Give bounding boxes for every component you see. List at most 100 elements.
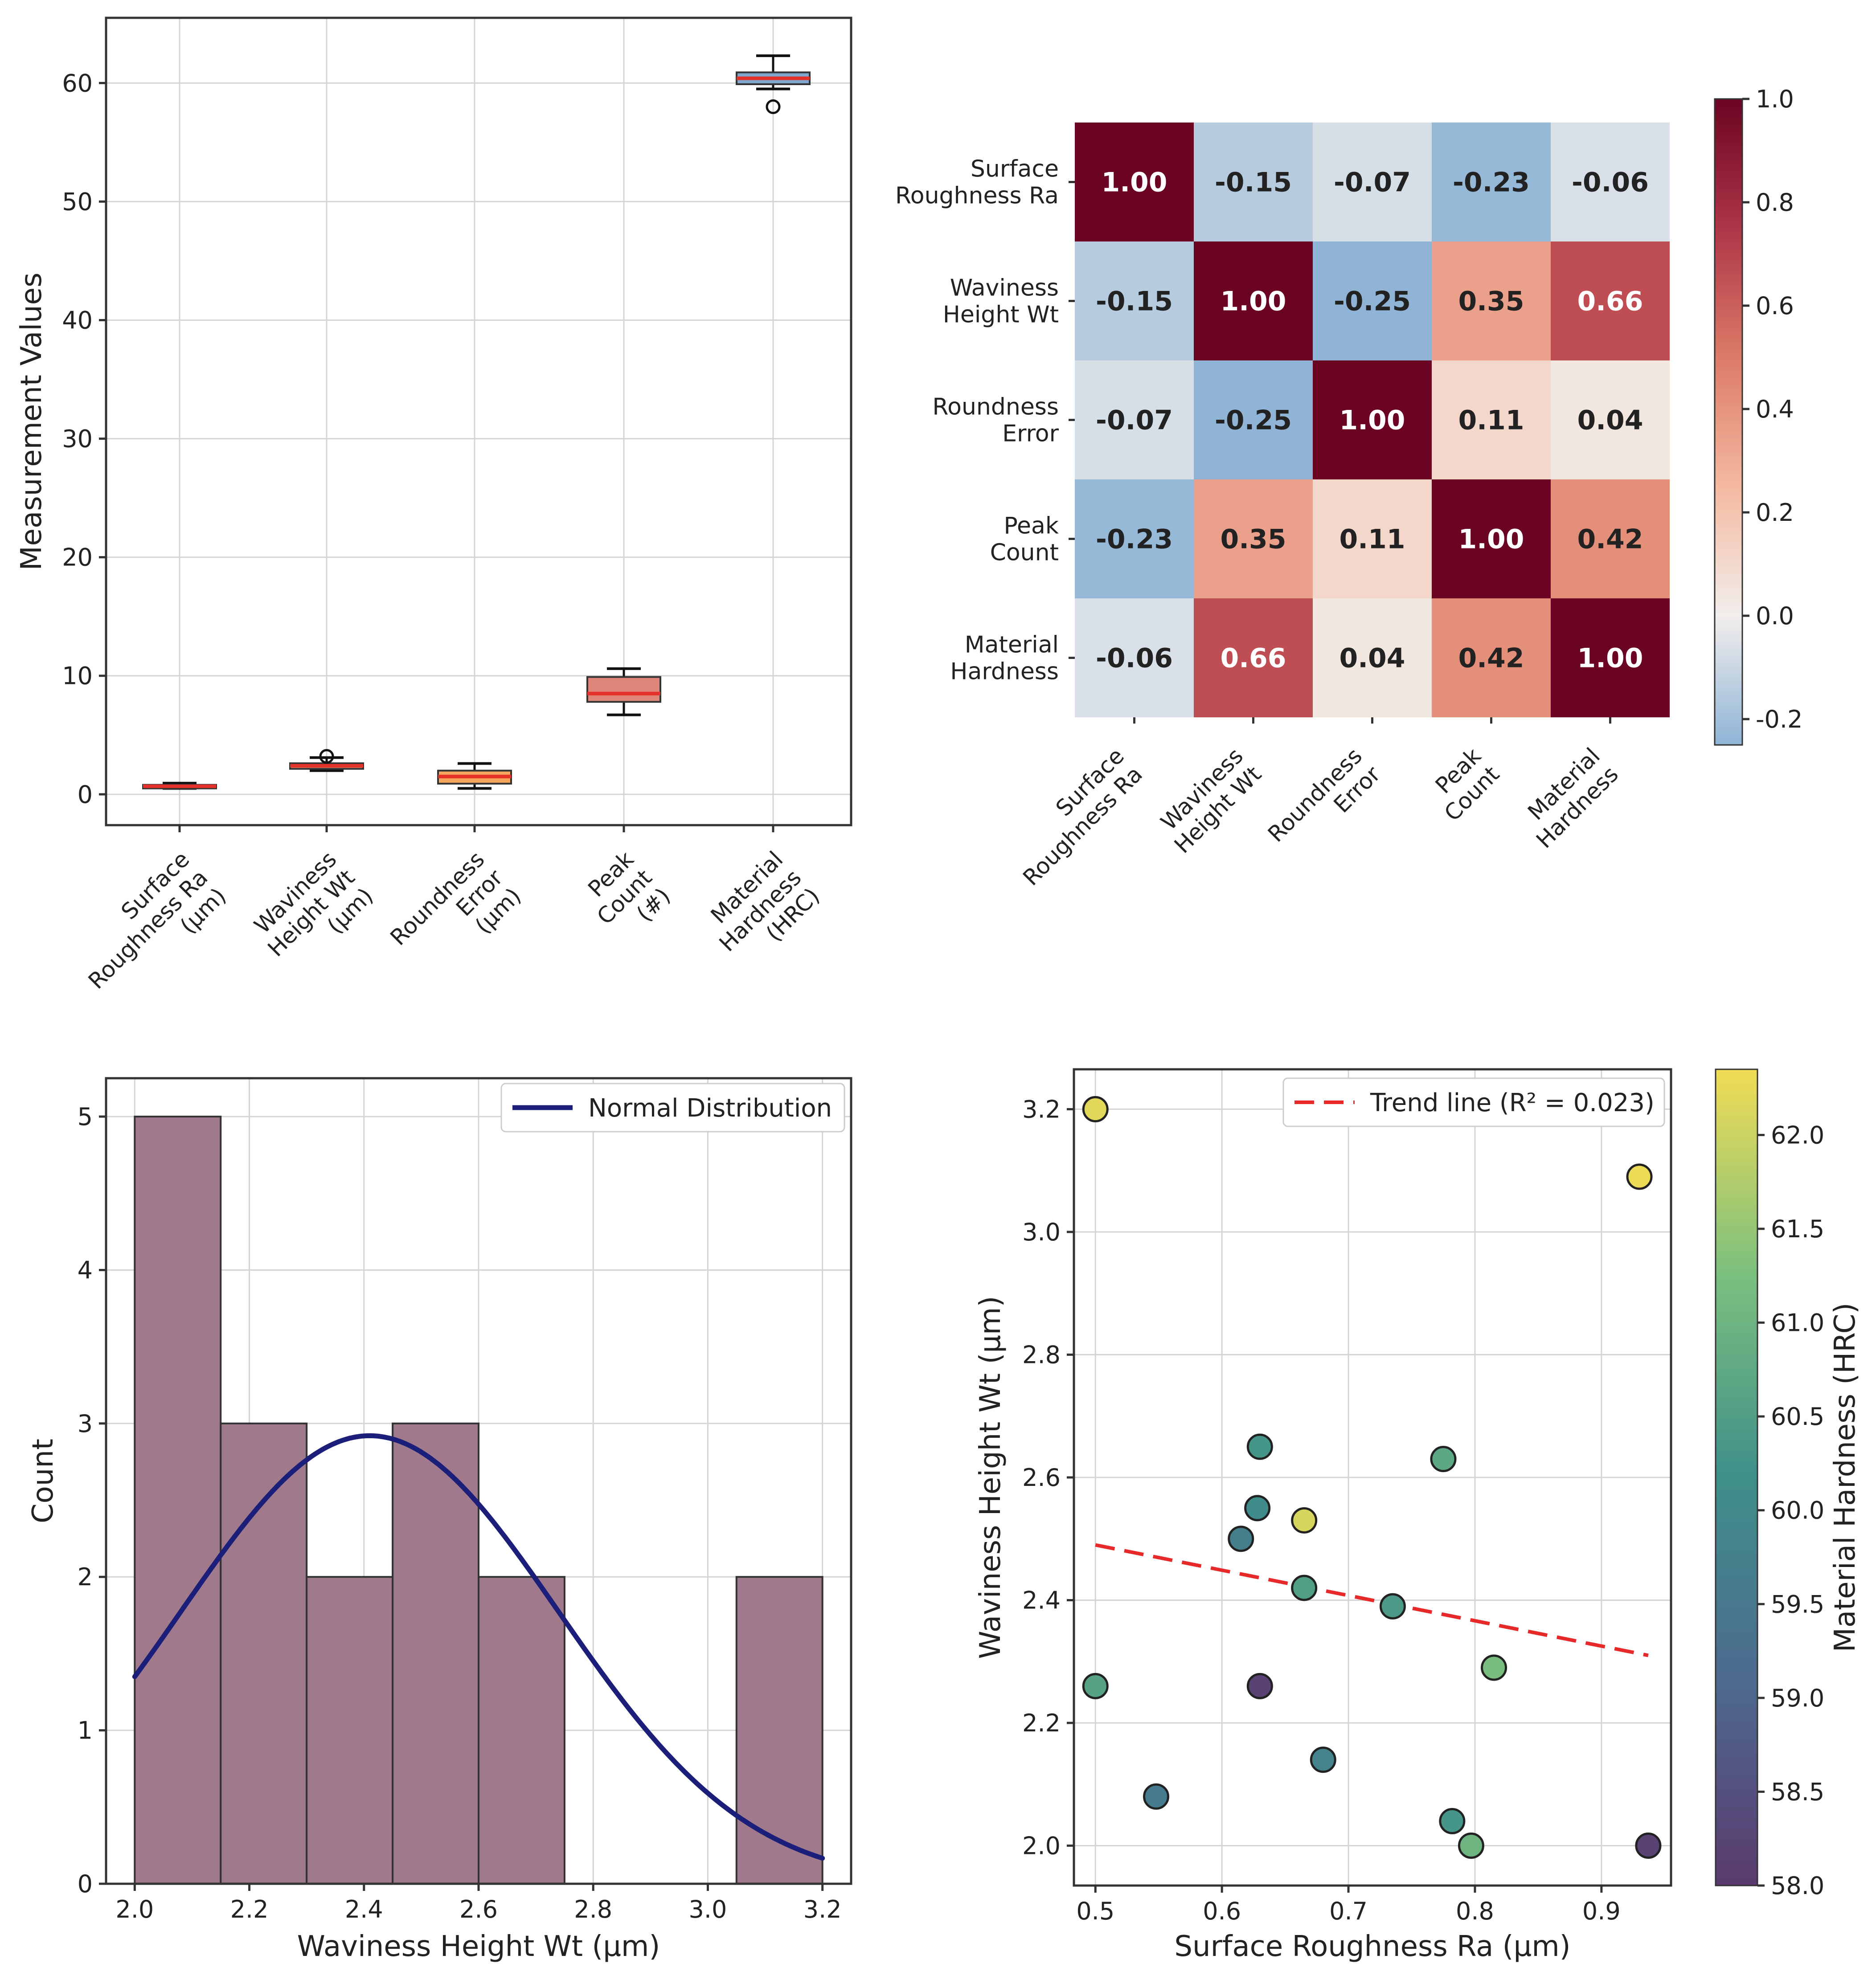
- scatter-legend-label: Trend line (R² = 0.023): [1370, 1088, 1655, 1117]
- heatmap-cell-value: 0.35: [1220, 524, 1286, 555]
- heatmap-colorbar-tick-label: -0.2: [1756, 705, 1802, 733]
- histogram-y-ticks: 0 1 2 3 4 5: [78, 1103, 106, 1898]
- scatter-point: [1635, 1832, 1662, 1859]
- histogram-y-axis-label: Count: [27, 1439, 60, 1523]
- boxplot-y-axis-label: Measurement Values: [15, 273, 48, 571]
- heatmap-cell: [1194, 360, 1313, 479]
- histogram-x-tick-label: 3.0: [689, 1895, 727, 1923]
- heatmap-cell: [1313, 241, 1432, 360]
- heatmap-colorbar-tick-label: 0.6: [1756, 292, 1794, 320]
- heatmap-cell: [1194, 479, 1313, 598]
- heatmap-column-label: SurfaceRoughness Ra: [999, 743, 1147, 891]
- scatter-x-tick-label: 0.6: [1203, 1897, 1241, 1925]
- heatmap-row-label: Surface Roughness Ra: [895, 156, 1059, 209]
- scatter-x-tick-label: 0.5: [1076, 1897, 1114, 1925]
- heatmap-cell: [1194, 241, 1313, 360]
- heatmap-cell: [1313, 598, 1432, 717]
- scatter-point: [1082, 1673, 1109, 1699]
- heatmap-cell: [1075, 241, 1194, 360]
- scatter-y-axis-label: Waviness Height Wt (μm): [974, 1296, 1007, 1659]
- heatmap-cell-value: 0.04: [1577, 405, 1643, 436]
- heatmap-column-label: WavinessHeight Wt: [1151, 743, 1266, 858]
- scatter-point: [1082, 1096, 1109, 1123]
- histogram-x-tick-label: 2.0: [115, 1895, 154, 1923]
- histogram-x-tick-label: 2.6: [459, 1895, 498, 1923]
- scatter-colorbar: [1715, 1068, 1758, 1886]
- boxplot-x-ticks: SurfaceRoughness Ra(μm) WavinessHeight Wt…: [65, 825, 825, 1012]
- heatmap-cell: [1194, 123, 1313, 241]
- heatmap-cell-value: -0.23: [1096, 524, 1173, 555]
- heatmap-cell-value: 1.00: [1577, 643, 1643, 674]
- heatmap-row-label: Roundness Error: [932, 394, 1059, 447]
- heatmap-cell: [1194, 598, 1313, 717]
- heatmap-row-labels: Surface Roughness Ra Waviness Height Wt Roun…: [895, 156, 1075, 685]
- heatmap-column-labels: SurfaceRoughness Ra WavinessHeight WtRoun…: [999, 717, 1623, 891]
- histogram-y-tick-label: 5: [78, 1103, 93, 1131]
- histogram-x-axis-label: Waviness Height Wt (μm): [297, 1930, 660, 1963]
- heatmap-cell-value: -0.23: [1453, 167, 1530, 198]
- histogram-y-tick-label: 4: [78, 1256, 93, 1284]
- heatmap-row-label: Waviness Height Wt: [943, 275, 1059, 328]
- heatmap-row-label: Material Hardness: [950, 632, 1059, 685]
- heatmap-cell-value: 0.11: [1339, 524, 1405, 555]
- histogram-legend-label: Normal Distribution: [588, 1094, 832, 1123]
- boxplot-panel: 0 10 20 30 40 50 60 SurfaceRoughness Ra(μm) Wav…: [15, 16, 852, 1012]
- heatmap-cell-value: -0.07: [1096, 405, 1173, 436]
- scatter-colorbar-tick-label: 58.5: [1771, 1778, 1824, 1806]
- heatmap-colorbar: [1714, 98, 1743, 746]
- scatter-x-tick-label: 0.8: [1456, 1897, 1494, 1925]
- scatter-colorbar-tick-label: 59.5: [1771, 1590, 1824, 1618]
- histogram-panel: 0 1 2 3 4 5 2.0 2.2 2.4 2.6 2.8 3.0 3.2 Waviness He…: [27, 1077, 852, 1963]
- heatmap-cell: [1551, 479, 1670, 598]
- boxplot-outlier: [319, 749, 334, 764]
- heatmap-cells: 1.00 -0.15 -0.07 -0.23 -0.06 -0.15 1.00 -0.25 0.…: [1075, 123, 1670, 717]
- heatmap-cell-value: -0.06: [1096, 643, 1173, 674]
- scatter-point: [1310, 1747, 1336, 1773]
- heatmap-cell: [1432, 598, 1551, 717]
- heatmap-cell: [1551, 241, 1670, 360]
- heatmap-cell-value: -0.06: [1572, 167, 1649, 198]
- heatmap-cell-value: 0.11: [1458, 405, 1524, 436]
- scatter-y-tick-label: 3.2: [1022, 1096, 1061, 1124]
- heatmap-cell-value: -0.15: [1096, 286, 1173, 317]
- histogram-bar: [735, 1576, 823, 1885]
- scatter-colorbar-label: Material Hardness (HRC): [1829, 1303, 1862, 1653]
- histogram-bar: [478, 1576, 565, 1885]
- boxplot-y-tick-label: 40: [62, 307, 93, 335]
- boxplot-outlier: [766, 99, 781, 115]
- scatter-colorbar-tick-label: 59.0: [1771, 1684, 1824, 1712]
- heatmap-cell: [1075, 360, 1194, 479]
- histogram-bar: [220, 1422, 308, 1885]
- normal-distribution-curve: [132, 1433, 825, 1861]
- boxplot-x-tick-label: RoundnessError(μm): [385, 846, 526, 987]
- boxplot-x-tick-label: SurfaceRoughness Ra(μm): [65, 846, 231, 1012]
- heatmap-cell-value: -0.25: [1215, 405, 1292, 436]
- heatmap-cell-value: -0.07: [1334, 167, 1411, 198]
- heatmap-colorbar-tick-label: 0.0: [1756, 602, 1794, 630]
- boxplot-y-ticks: 0 10 20 30 40 50 60: [62, 69, 106, 809]
- boxplot-y-tick-label: 0: [78, 781, 93, 809]
- histogram-x-tick-label: 2.2: [230, 1895, 269, 1923]
- scatter-trend-line: [1095, 1543, 1649, 1657]
- heatmap-column-label: MaterialHardness: [1513, 743, 1623, 853]
- heatmap-cell-value: -0.25: [1334, 286, 1411, 317]
- scatter-x-tick-label: 0.7: [1329, 1897, 1368, 1925]
- boxplot-boxes: [142, 54, 811, 790]
- scatter-point: [1458, 1832, 1484, 1859]
- scatter-point: [1246, 1433, 1273, 1460]
- scatter-legend-box: [1282, 1077, 1665, 1127]
- histogram-y-tick-label: 0: [78, 1870, 93, 1898]
- heatmap-cell-value: 0.66: [1577, 286, 1643, 317]
- heatmap-column-label: RoundnessError: [1263, 743, 1385, 865]
- scatter-point: [1291, 1507, 1318, 1534]
- heatmap-cell: [1313, 479, 1432, 598]
- heatmap-cell: [1432, 479, 1551, 598]
- scatter-point: [1246, 1673, 1273, 1699]
- scatter-point: [1430, 1446, 1457, 1473]
- scatter-colorbar-tick-label: 61.5: [1771, 1215, 1824, 1243]
- heatmap-cell-value: 1.00: [1220, 286, 1286, 317]
- heatmap-cell: [1075, 123, 1194, 241]
- heatmap-cell-value: 0.04: [1339, 643, 1405, 674]
- scatter-points: [1082, 1096, 1662, 1859]
